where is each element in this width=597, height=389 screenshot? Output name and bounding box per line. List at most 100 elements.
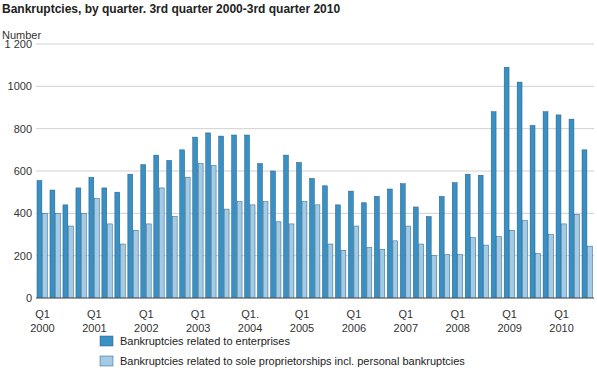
bar <box>530 125 535 298</box>
bar <box>426 217 431 298</box>
bar <box>185 177 190 298</box>
bar <box>94 199 99 298</box>
bar <box>510 230 515 298</box>
bar <box>232 135 237 298</box>
bar <box>102 188 107 298</box>
x-tick-label-line: 2000 <box>30 322 54 334</box>
bar <box>491 112 496 298</box>
bar <box>387 189 392 298</box>
bar <box>146 224 151 298</box>
bar <box>297 163 302 298</box>
grid-line <box>36 128 594 129</box>
bar <box>575 214 580 298</box>
bar <box>471 238 476 298</box>
x-tick-label: Q12010 <box>549 308 573 334</box>
bar <box>42 213 47 298</box>
bars <box>37 67 592 298</box>
x-tick-label-line: Q1 <box>87 308 102 320</box>
x-tick-label-line: Q1 <box>347 308 362 320</box>
x-tick-label-line: 2001 <box>82 322 106 334</box>
bar <box>245 135 250 298</box>
bar <box>193 137 198 298</box>
y-tick-label: 600 <box>14 165 32 177</box>
x-tick-label: Q1 2003 <box>186 308 210 334</box>
x-tick-label-line: Q1 <box>450 308 465 320</box>
bar <box>354 226 359 298</box>
bar <box>322 186 327 298</box>
x-tick-label-line: 2009 <box>497 322 521 334</box>
y-tick-label: 1000 <box>8 80 32 92</box>
grid-line <box>36 171 594 172</box>
x-tick-label-line: 2004 <box>238 322 262 334</box>
bar <box>302 202 307 298</box>
x-tick-label: Q1. 2004 <box>238 308 262 334</box>
bar <box>504 67 509 298</box>
bar <box>211 166 216 298</box>
bar <box>107 224 112 298</box>
legend-swatch <box>100 356 113 366</box>
bar <box>562 224 567 298</box>
bar <box>588 246 593 298</box>
chart: Bankruptcies, by quarter. 3rd quarter 20… <box>0 0 597 389</box>
bar <box>276 222 281 298</box>
bar <box>154 155 159 298</box>
grid-line <box>36 298 594 299</box>
bar <box>224 209 229 298</box>
bar <box>536 254 541 298</box>
grid-line <box>36 86 594 87</box>
bar <box>37 181 42 298</box>
bar <box>76 188 81 298</box>
x-axis <box>36 298 594 299</box>
legend-swatch <box>100 336 113 346</box>
x-tick-label-line: 2003 <box>186 322 210 334</box>
bar <box>523 221 528 298</box>
x-tick-label: Q12007 <box>394 308 418 334</box>
bar <box>50 190 55 298</box>
x-tick-label: Q1 2001 <box>82 308 106 334</box>
x-tick-label-line: Q1 <box>191 308 206 320</box>
bar <box>198 164 203 298</box>
bar <box>556 115 561 298</box>
bar <box>63 205 68 298</box>
bar <box>310 178 315 298</box>
x-tick-label: Q1 2002 <box>134 308 158 334</box>
x-tick-label-line: Q1 <box>35 308 50 320</box>
bar <box>484 245 489 298</box>
legend-label: Bankruptcies related to enterprises <box>120 335 290 347</box>
bar <box>478 175 483 298</box>
bar <box>81 213 86 298</box>
bar <box>263 202 268 298</box>
bar <box>569 119 574 298</box>
x-tick-label-line: Q1 <box>502 308 517 320</box>
x-tick-label: Q1 2006 <box>342 308 366 334</box>
x-tick-label-line: Q1 <box>398 308 413 320</box>
x-tick-label-line: Q1. <box>241 308 259 320</box>
y-tick-label: 1 200 <box>4 38 32 50</box>
bar <box>258 164 263 298</box>
bar <box>361 203 366 298</box>
bar <box>172 217 177 298</box>
legend-label: Bankruptcies related to sole proprietors… <box>120 355 465 367</box>
bar <box>413 207 418 298</box>
bar <box>348 191 353 298</box>
bar <box>89 177 94 298</box>
x-tick-label: Q12008 <box>446 308 470 334</box>
x-tick-label: Q1 2000 <box>30 308 54 334</box>
x-tick-label-line: 2006 <box>342 322 366 334</box>
bar <box>465 174 470 298</box>
bar <box>406 226 411 298</box>
x-tick-label-line: Q1 <box>139 308 154 320</box>
bar <box>206 133 211 298</box>
x-tick-label-line: 2002 <box>134 322 158 334</box>
bar <box>120 244 125 298</box>
bar <box>549 235 554 299</box>
bar <box>180 150 185 298</box>
y-tick-label: 200 <box>14 250 32 262</box>
bar <box>432 256 437 298</box>
x-tick-label-line: 2010 <box>549 322 573 334</box>
bar <box>452 183 457 298</box>
bar <box>271 171 276 298</box>
y-tick-label: 0 <box>26 292 32 304</box>
bar <box>335 205 340 298</box>
bar <box>582 150 587 298</box>
